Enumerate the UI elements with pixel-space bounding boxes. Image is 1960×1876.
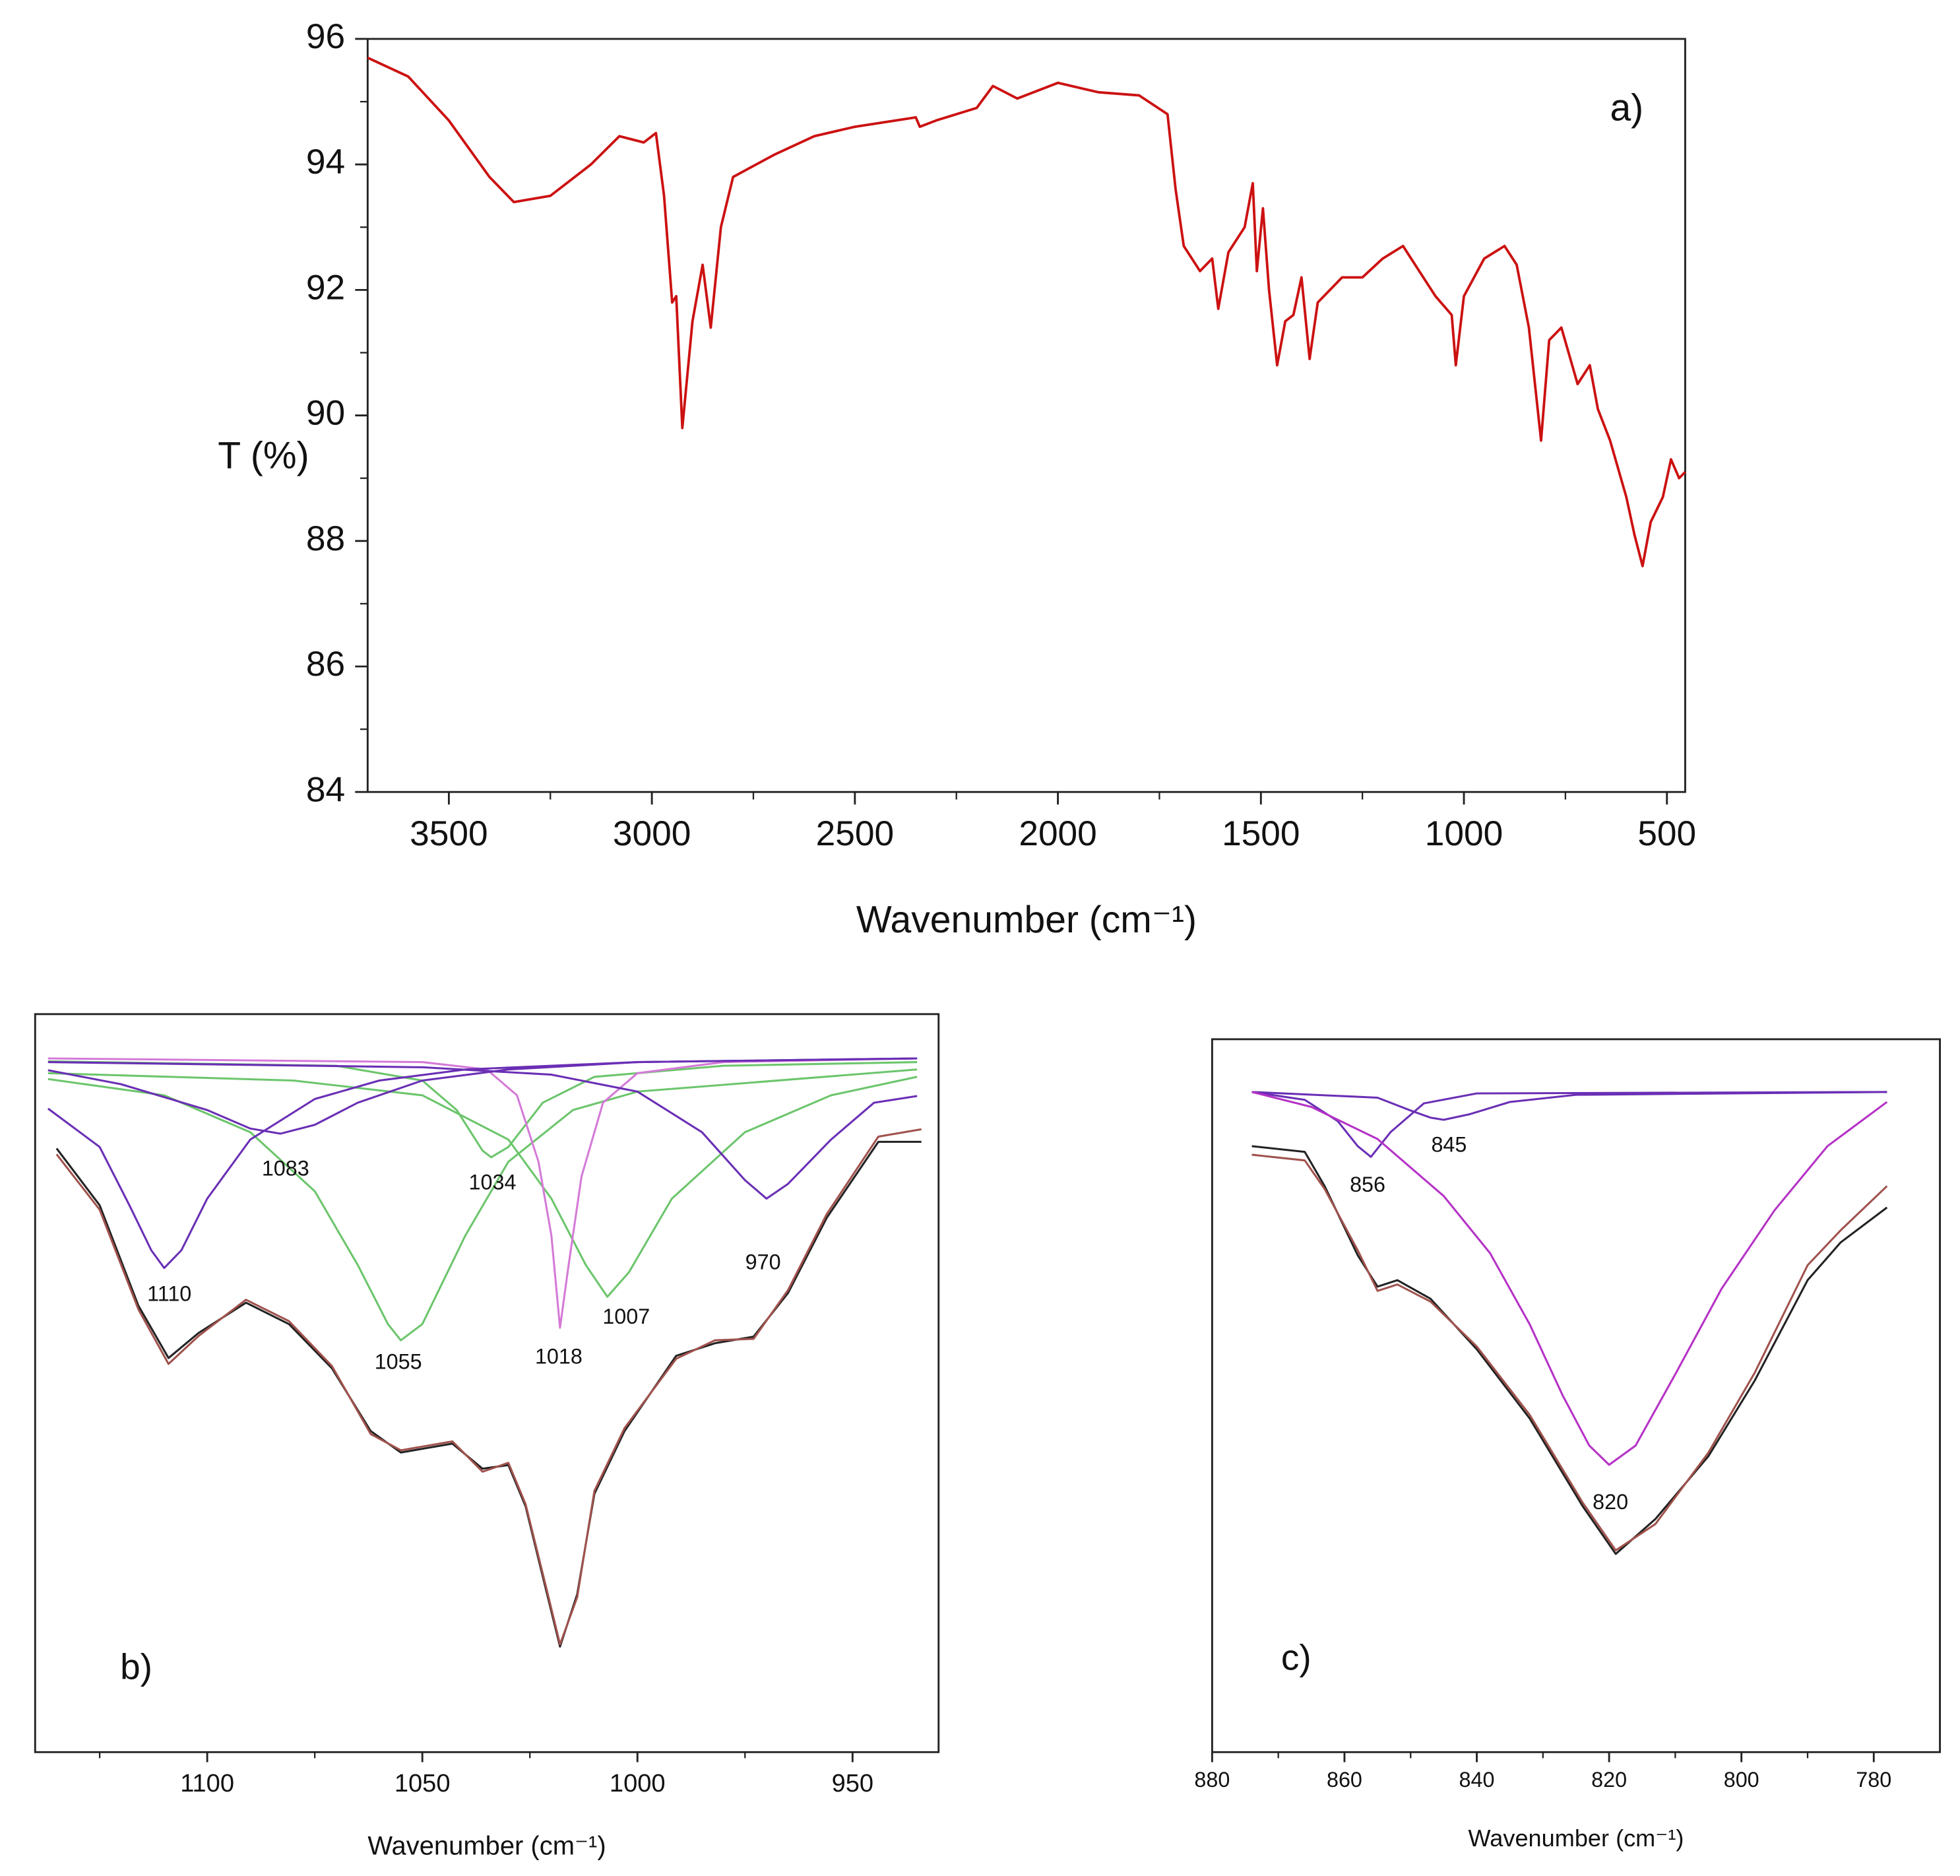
annotation: 820 <box>1593 1490 1628 1514</box>
series-line <box>1251 1091 1887 1158</box>
x-tick-label: 840 <box>1459 1768 1495 1792</box>
series-line <box>1251 1145 1888 1555</box>
y-tick-label: 94 <box>306 143 345 181</box>
y-tick-label: 86 <box>306 645 345 684</box>
x-tick-label: 820 <box>1591 1768 1627 1792</box>
x-tick-label: 1050 <box>395 1770 451 1797</box>
series-line <box>47 1072 918 1298</box>
annotation: 856 <box>1350 1173 1385 1196</box>
annotation: 970 <box>745 1250 781 1274</box>
series-line <box>47 1057 918 1135</box>
y-tick-label: 88 <box>306 519 345 558</box>
x-tick-label: 1500 <box>1222 814 1300 853</box>
x-tick-label: 1000 <box>610 1770 666 1797</box>
annotation: 845 <box>1431 1133 1467 1157</box>
x-tick-label: 780 <box>1856 1768 1891 1792</box>
x-axis-label: Wavenumber (cm⁻¹) <box>1469 1825 1684 1852</box>
series-line <box>367 56 1686 567</box>
x-tick-label: 3000 <box>613 814 691 853</box>
x-tick-label: 1100 <box>180 1770 234 1797</box>
series-line <box>47 1060 918 1159</box>
x-tick-label: 950 <box>832 1770 873 1797</box>
y-tick-label: 84 <box>306 770 345 809</box>
x-axis-label: Wavenumber (cm⁻¹) <box>367 1831 606 1860</box>
series-line <box>55 1140 922 1648</box>
plot-frame <box>34 1013 940 1753</box>
series-line <box>47 1068 918 1342</box>
x-tick-label: 860 <box>1327 1768 1362 1792</box>
series-line <box>1251 1153 1888 1552</box>
annotation: b) <box>120 1646 152 1687</box>
series-line <box>55 1128 922 1646</box>
y-tick-label: 96 <box>306 17 345 56</box>
annotation: 1018 <box>535 1345 583 1369</box>
plot-frame <box>366 38 1686 793</box>
x-tick-label: 2000 <box>1019 814 1096 853</box>
annotation: 1007 <box>602 1305 650 1328</box>
annotation: 1034 <box>469 1171 517 1194</box>
annotation: 1110 <box>147 1282 191 1306</box>
x-tick-label: 1000 <box>1425 814 1503 853</box>
x-tick-label: 800 <box>1724 1768 1759 1792</box>
annotation: 1055 <box>375 1349 422 1373</box>
x-tick-label: 3500 <box>410 814 488 853</box>
annotation: 1083 <box>262 1156 309 1180</box>
x-tick-label: 880 <box>1194 1768 1230 1792</box>
x-tick-label: 2500 <box>816 814 894 853</box>
x-tick-label: 500 <box>1637 814 1696 853</box>
series-line <box>1251 1091 1888 1466</box>
series-line <box>47 1057 918 1270</box>
annotation: a) <box>1610 86 1643 129</box>
x-axis-label: Wavenumber (cm⁻¹) <box>856 899 1197 941</box>
y-axis-label: T (%) <box>218 434 309 476</box>
y-tick-label: 92 <box>306 268 345 307</box>
y-tick-label: 90 <box>306 394 345 433</box>
series-line <box>1251 1091 1887 1121</box>
annotation: c) <box>1281 1636 1312 1677</box>
plot-frame <box>1211 1038 1941 1753</box>
series-line <box>47 1061 918 1200</box>
